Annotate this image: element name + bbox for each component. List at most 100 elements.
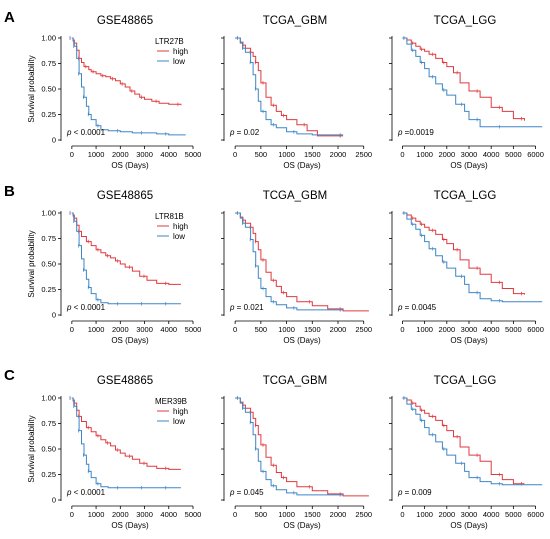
plot-gse48865: GSE48865 0 0.25 0.50 0.75 1.00 0 1000 2000 3000 40…: [27, 15, 201, 170]
plot-gse48865: GSE48865 0 0.25 0.50 0.75 1.00 0 1000 2000 3000 40…: [27, 190, 201, 345]
x-tick-label: 500: [255, 325, 268, 334]
x-tick-label: 0: [70, 150, 74, 159]
x-tick-label: 3000: [136, 325, 153, 334]
x-tick-label: 1000: [278, 325, 295, 334]
legend-title: MER39B: [155, 397, 187, 406]
panel-letter: A: [4, 9, 15, 26]
x-tick-label: 3000: [461, 150, 478, 159]
x-axis-label: OS (Days): [283, 521, 321, 530]
y-tick-label: 0.75: [41, 419, 56, 428]
legend-label-high: high: [173, 407, 188, 416]
series-high: [402, 397, 525, 485]
plot-tcga-gbm: TCGA_GBM 0 500 1000 1500 2000 2500 OS (Days) p =…: [221, 15, 372, 170]
x-tick-label: 1500: [304, 325, 321, 334]
x-tick-label: 5000: [185, 150, 202, 159]
y-tick-label: 0.50: [41, 260, 56, 269]
x-tick-label: 6000: [527, 150, 544, 159]
x-tick-label: 500: [255, 150, 268, 159]
x-tick-label: 4000: [483, 325, 500, 334]
x-tick-label: 1000: [88, 150, 105, 159]
series-high: [402, 37, 525, 121]
series-low: [402, 37, 543, 128]
series-high: [402, 212, 525, 295]
x-tick-label: 1000: [278, 150, 295, 159]
plot-title: TCGA_LGG: [434, 15, 497, 27]
x-tick-label: 1500: [304, 510, 321, 519]
p-value: p = 0.009: [397, 488, 432, 497]
plot-title: TCGA_GBM: [263, 190, 328, 202]
y-tick-label: 0.25: [41, 285, 56, 294]
legend-label-high: high: [173, 222, 188, 231]
p-value: p = 0.021: [229, 303, 264, 312]
x-tick-label: 3000: [461, 510, 478, 519]
series-high: [71, 397, 181, 470]
x-tick-label: 2000: [330, 150, 347, 159]
panel-letter: C: [4, 367, 15, 384]
p-value: p < 0.0001: [66, 128, 106, 137]
series-high: [235, 212, 369, 312]
y-tick-label: 0: [52, 311, 56, 320]
x-axis-label: OS (Days): [283, 161, 321, 170]
x-tick-label: 1000: [88, 325, 105, 334]
series-low: [71, 212, 181, 305]
x-tick-label: 0: [233, 150, 237, 159]
x-tick-label: 5000: [185, 510, 202, 519]
p-value: p = 0.0045: [397, 303, 437, 312]
x-tick-label: 6000: [527, 325, 544, 334]
series-high: [235, 397, 369, 497]
x-axis-label: OS (Days): [111, 521, 149, 530]
x-tick-label: 0: [400, 325, 404, 334]
plot-tcga-gbm: TCGA_GBM 0 500 1000 1500 2000 2500 OS (Days) p =…: [221, 190, 372, 345]
x-tick-label: 1000: [278, 510, 295, 519]
x-tick-label: 500: [255, 510, 268, 519]
plot-title: GSE48865: [97, 375, 153, 387]
p-value: p = 0.02: [229, 128, 260, 137]
x-tick-label: 5000: [185, 325, 202, 334]
x-tick-label: 5000: [505, 510, 522, 519]
x-tick-label: 0: [70, 510, 74, 519]
x-tick-label: 2500: [355, 150, 372, 159]
plot-tcga-lgg: TCGA_LGG 0 1000 2000 3000 4000 5000 6000 OS (Day…: [389, 375, 544, 530]
y-tick-label: 0.50: [41, 445, 56, 454]
x-tick-label: 0: [70, 325, 74, 334]
x-tick-label: 1000: [416, 510, 433, 519]
x-tick-label: 0: [400, 510, 404, 519]
p-value: p < 0.0001: [66, 303, 106, 312]
x-tick-label: 0: [400, 150, 404, 159]
x-tick-label: 2000: [112, 150, 129, 159]
series-low: [402, 397, 543, 486]
plot-title: TCGA_LGG: [434, 190, 497, 202]
x-tick-label: 2000: [438, 150, 455, 159]
legend-title: LTR81B: [155, 212, 184, 221]
y-axis-label: Survival probability: [27, 55, 36, 122]
x-tick-label: 5000: [505, 150, 522, 159]
x-tick-label: 1000: [416, 150, 433, 159]
series-high: [71, 37, 182, 106]
plot-tcga-lgg: TCGA_LGG 0 1000 2000 3000 4000 5000 6000 OS (Day…: [389, 15, 544, 170]
series-low: [71, 37, 186, 136]
plot-title: TCGA_GBM: [263, 15, 328, 27]
legend-title: LTR27B: [155, 37, 184, 46]
x-axis-label: OS (Days): [283, 336, 321, 345]
plot-gse48865: GSE48865 0 0.25 0.50 0.75 1.00 0 1000 2000 3000 40…: [27, 375, 201, 530]
x-axis-label: OS (Days): [111, 336, 149, 345]
x-tick-label: 6000: [527, 510, 544, 519]
x-axis-label: OS (Days): [450, 336, 488, 345]
x-tick-label: 1000: [88, 510, 105, 519]
series-low: [71, 397, 181, 489]
x-tick-label: 2000: [438, 510, 455, 519]
x-tick-label: 4000: [160, 510, 177, 519]
plot-title: TCGA_LGG: [434, 375, 497, 387]
x-tick-label: 1500: [304, 150, 321, 159]
x-tick-label: 2500: [355, 325, 372, 334]
x-tick-label: 4000: [483, 150, 500, 159]
panel-C: C GSE48865 0 0.25 0.50 0.75 1.00 0 1000 2000 3000 4…: [4, 367, 544, 530]
y-tick-label: 0.75: [41, 234, 56, 243]
legend-label-high: high: [173, 47, 188, 56]
series-high: [235, 37, 344, 137]
series-low: [235, 397, 344, 496]
p-value: p < 0.0001: [66, 488, 106, 497]
